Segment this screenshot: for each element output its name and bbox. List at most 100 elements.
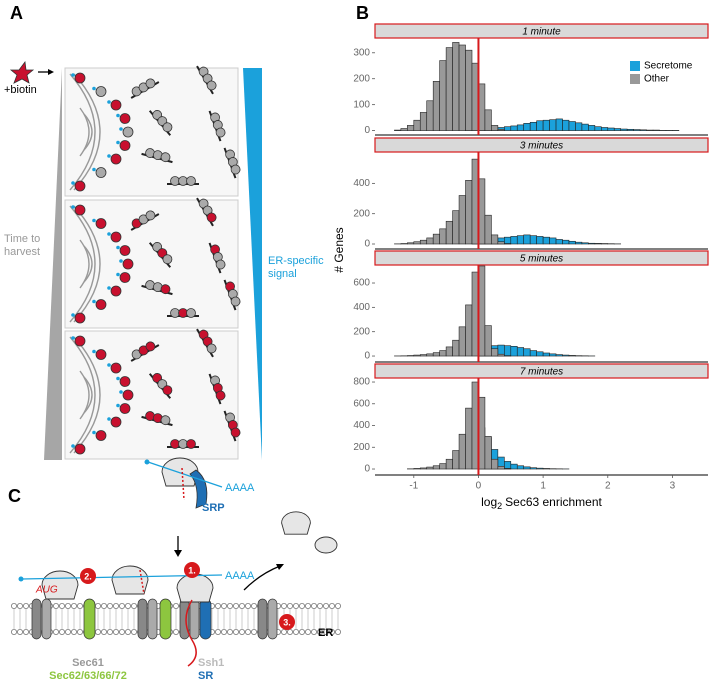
histogram-bar	[510, 463, 518, 470]
ribosome	[162, 122, 173, 133]
ribosome	[230, 296, 241, 307]
histogram-bar	[491, 458, 499, 470]
biotin-dot	[119, 390, 123, 394]
lipid-head	[172, 629, 179, 636]
lipid-head	[107, 603, 114, 610]
x-tick-label: 0	[476, 481, 482, 492]
histogram-bar	[465, 304, 473, 357]
facet-strip	[374, 137, 709, 153]
ribosome	[176, 573, 214, 603]
polysome	[148, 110, 173, 136]
histogram-bar	[504, 468, 512, 470]
histogram-bar	[491, 125, 499, 131]
x-axis-title: log2 Sec63 enrichment	[481, 495, 602, 511]
histogram-bar	[555, 239, 563, 245]
histogram-bar	[529, 350, 537, 357]
polysome	[223, 279, 241, 311]
histogram-bar	[465, 180, 473, 245]
y-axis-title: # Genes	[332, 227, 346, 272]
membrane-protein	[267, 598, 278, 640]
ssh1-label: Ssh1	[198, 657, 224, 669]
histogram-bar	[516, 235, 525, 245]
histogram-bar	[536, 120, 544, 131]
y-tick-label: 800	[353, 377, 370, 388]
lipid-head	[238, 603, 245, 610]
lipid-head	[226, 603, 233, 610]
histogram-bar	[432, 465, 440, 470]
ribosome	[119, 140, 131, 151]
histogram-bar	[452, 210, 460, 245]
nascent-chain	[139, 467, 185, 595]
biotin-dot	[71, 181, 75, 185]
arrow	[243, 565, 281, 591]
biotin-dot	[92, 349, 96, 354]
facet-title: 7 minutes	[520, 367, 563, 378]
histogram-bar	[613, 128, 622, 131]
polysome	[196, 65, 217, 95]
ribosome	[95, 299, 107, 310]
membrane-protein	[179, 598, 190, 640]
ribosome	[230, 164, 241, 175]
lipid-head	[214, 629, 221, 636]
lipid-head	[316, 629, 323, 636]
polysome	[167, 439, 199, 449]
lipid-head	[22, 629, 29, 636]
polysome	[130, 341, 160, 362]
histogram-bar	[419, 112, 428, 131]
histogram-bar	[439, 463, 447, 470]
ribosome	[95, 218, 107, 229]
histogram-bar	[426, 466, 434, 470]
histogram-bar	[581, 123, 589, 131]
mrna	[147, 461, 223, 488]
y-tick-label: 100	[353, 99, 370, 110]
histogram-bar	[394, 129, 402, 131]
histogram-bar	[491, 234, 499, 245]
polysome	[223, 410, 241, 442]
lipid-head	[298, 629, 305, 636]
facet-title: 3 minutes	[520, 141, 563, 152]
histogram-bar	[549, 119, 557, 131]
panel-label: C	[8, 486, 21, 506]
lipid-head	[77, 629, 84, 636]
biotin-dot	[116, 140, 120, 145]
histogram-bar	[484, 109, 492, 131]
histogram-bar	[452, 450, 460, 470]
biotin-dot	[107, 232, 111, 236]
histogram-bar	[568, 240, 576, 245]
histogram-bar	[465, 407, 473, 470]
histogram-bar	[484, 214, 492, 245]
lipid-head	[59, 603, 66, 610]
histogram-bar	[523, 123, 531, 131]
y-tick-label: 300	[353, 47, 370, 58]
histogram-bar	[542, 352, 550, 357]
facet-title: 1 minute	[522, 27, 561, 38]
lipid-head	[286, 629, 293, 636]
y-tick-label: 0	[364, 351, 370, 362]
histogram-bar	[413, 354, 421, 357]
membrane-protein	[257, 598, 268, 640]
histogram-bar	[426, 100, 434, 131]
lipid-head	[22, 603, 29, 610]
histogram-bar	[426, 353, 434, 357]
lipid-head	[95, 603, 102, 610]
lipid-head	[71, 629, 78, 636]
lipid-head	[130, 603, 137, 610]
lipid-head	[250, 629, 257, 636]
er-label: ER	[318, 627, 333, 639]
polysome	[167, 308, 199, 318]
histogram-bar	[626, 128, 634, 131]
histogram-bar	[419, 239, 428, 245]
lipid-head	[65, 629, 72, 636]
histogram-bar	[413, 241, 421, 245]
lipid-head	[125, 629, 132, 636]
cap	[18, 576, 24, 582]
polysome	[141, 411, 173, 427]
ribosome	[160, 284, 171, 295]
ribosome	[162, 254, 173, 265]
membrane-protein	[83, 598, 96, 640]
biotin-dot	[71, 336, 75, 340]
lipid-head	[113, 629, 120, 636]
nascent-chain	[185, 599, 197, 667]
histogram-bar	[529, 467, 537, 470]
